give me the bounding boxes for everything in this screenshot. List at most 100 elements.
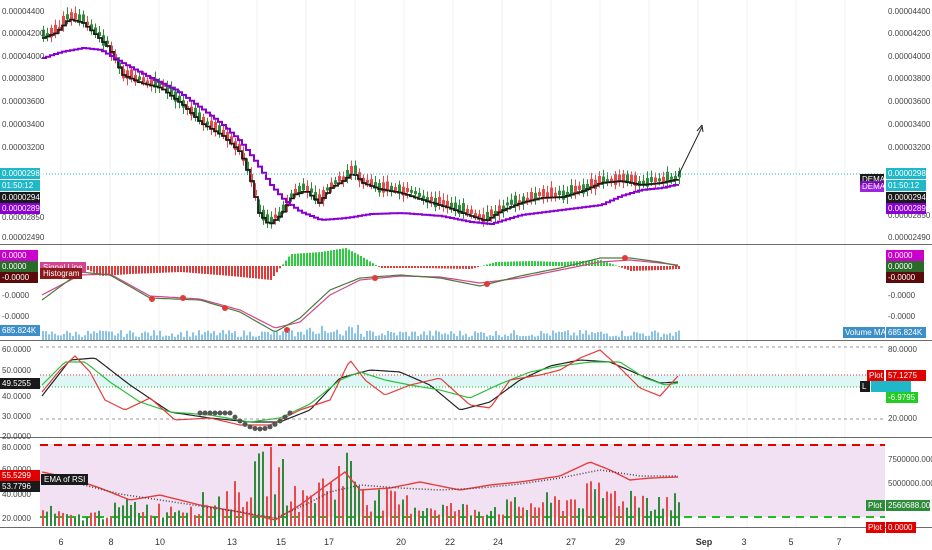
macd-histogram-bar [414, 266, 416, 268]
pane-separator-rsi[interactable] [0, 437, 932, 438]
macd-histogram-bar [336, 249, 338, 266]
candle-body [122, 68, 125, 79]
rsi-axis-label: 60.0000 [2, 465, 31, 474]
rsi-volume-bar [566, 500, 568, 526]
pane-separator-time[interactable] [0, 527, 932, 528]
rsi-volume-bar [362, 489, 364, 526]
rsi-axis-label: 40.0000 [2, 490, 31, 499]
macd-histogram-bar [471, 266, 473, 269]
stoch-green-tag: -6.9795 [886, 392, 918, 403]
volume-value-tag-left: 685.824K [0, 325, 40, 336]
rsi-volume-bar [274, 494, 276, 526]
volume-bar [51, 331, 53, 340]
macd-value-tag-left: 0.0000 [0, 261, 38, 272]
candle-body [618, 174, 621, 183]
rsi-volume-bar [438, 514, 440, 526]
volume-bar [177, 334, 179, 340]
volume-bar [486, 336, 488, 340]
rsi-volume-bar [186, 512, 188, 526]
rsi-volume-bar [534, 507, 536, 526]
macd-histogram-bar [312, 252, 314, 266]
rsi-volume-bar [554, 496, 556, 526]
signal-line [41, 259, 679, 329]
volume-bar [525, 336, 527, 340]
volume-bar [234, 331, 236, 340]
dema-line [42, 18, 679, 225]
volume-bar [189, 336, 191, 340]
candle-body [58, 26, 61, 31]
macd-histogram-bar [114, 266, 116, 276]
rsi-volume-bar [314, 503, 316, 526]
candle-body [298, 185, 301, 195]
macd-histogram-bar [582, 260, 584, 266]
macd-histogram-bar [153, 266, 155, 274]
volume-bar [468, 336, 470, 340]
pane-separator-stoch[interactable] [0, 340, 932, 341]
macd-histogram-bar [144, 266, 146, 274]
rsi-volume-bar [406, 495, 408, 526]
rsi-volume-bar [74, 517, 76, 526]
volume-bar [93, 331, 95, 340]
candle-body [150, 78, 153, 86]
rsi-volume-bar [410, 513, 412, 526]
macd-cross-dot [180, 295, 186, 301]
candle-body [610, 178, 613, 182]
stoch-axis-label: 60.0000 [2, 345, 31, 354]
volume-bar [636, 332, 638, 340]
volume-bar [675, 332, 677, 340]
pane-separator-macd[interactable] [0, 244, 932, 245]
rsi-volume-bar [482, 516, 484, 526]
macd-histogram-bar [291, 253, 293, 266]
stoch-plot-legend: Plot [867, 370, 884, 381]
volume-bar [435, 330, 437, 340]
volume-bar [285, 331, 287, 340]
volume-bar [138, 336, 140, 340]
macd-histogram-bar [210, 266, 212, 275]
stoch-teal-tag [871, 381, 911, 392]
volume-bar [471, 335, 473, 340]
rsi-axis-label: 80.0000 [2, 443, 31, 452]
rsi-axis-label: 20.0000 [2, 514, 31, 523]
macd-histogram-bar [537, 261, 539, 266]
volume-bar [612, 336, 614, 340]
rsi-volume-bar [226, 491, 228, 526]
rsi-volume-bar [322, 478, 324, 526]
volume-bar [354, 333, 356, 340]
volume-bar [582, 333, 584, 340]
macd-value-tag-right: -0.0000 [886, 272, 924, 283]
last-price-tag-left: 0.00002988 [0, 168, 45, 179]
candle-body [446, 200, 449, 207]
candle-body [98, 32, 101, 37]
time-axis-label: 27 [565, 537, 577, 547]
volume-bar [528, 335, 530, 340]
volume-bar [210, 333, 212, 340]
macd-axis-label: -0.0000 [2, 312, 30, 321]
macd-histogram-bar [438, 266, 440, 269]
volume-bar [447, 334, 449, 340]
macd-histogram-bar [366, 259, 368, 266]
macd-histogram-bar [558, 261, 560, 266]
rsi-volume-bar [426, 508, 428, 526]
stoch-marker-tag: L [860, 381, 870, 392]
left-price-label: 0.00003200 [2, 143, 45, 152]
rsi-volume-bar [662, 508, 664, 526]
candle-body [86, 21, 89, 26]
volume-bar [264, 331, 266, 340]
candle-body [162, 83, 165, 88]
left-price-label: 0.00002850 [2, 213, 45, 222]
right-price-label: 0.00004400 [888, 7, 931, 16]
volume-bar [462, 335, 464, 340]
macd-histogram-bar [609, 263, 611, 266]
rsi-volume-bar [138, 512, 140, 526]
macd-axis-label-right: -0.0000 [888, 312, 916, 321]
volume-bar [423, 331, 425, 340]
candle-body [186, 106, 189, 110]
candle-body [550, 187, 553, 199]
macd-histogram-bar [441, 266, 443, 269]
volume-bar [522, 335, 524, 340]
volume-bar [108, 331, 110, 340]
ema-of-rsi-line [41, 469, 678, 519]
dema-legend-tag: DEMA [860, 174, 886, 185]
